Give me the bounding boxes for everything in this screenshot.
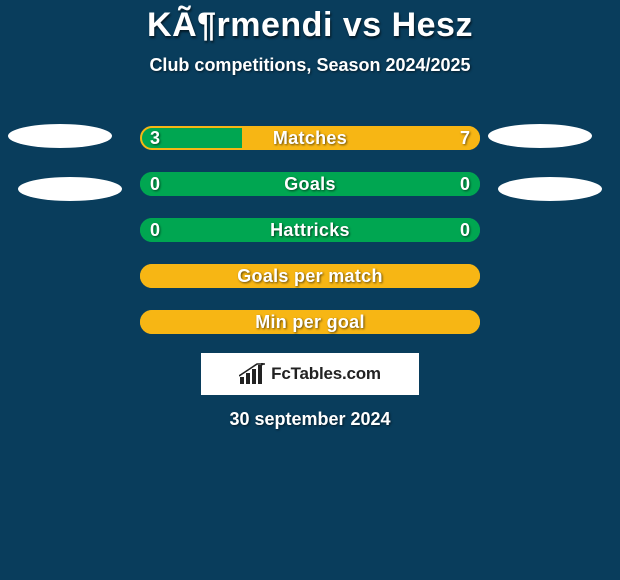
- stat-bar: [140, 126, 480, 150]
- fctables-logo: FcTables.com: [201, 353, 419, 395]
- stat-value-right: 0: [460, 172, 470, 196]
- stat-bar-left-fill: [140, 172, 480, 196]
- subtitle: Club competitions, Season 2024/2025: [0, 55, 620, 76]
- comparison-infographic: KÃ¶rmendi vs Hesz Club competitions, Sea…: [0, 0, 620, 580]
- logo-inner: FcTables.com: [239, 363, 381, 385]
- stat-bar-left-fill: [140, 218, 480, 242]
- stat-bar-right-fill: [140, 264, 480, 288]
- bar-chart-icon: [239, 363, 267, 385]
- stat-value-left: 0: [150, 218, 160, 242]
- left-team-marker: [18, 177, 122, 201]
- stat-bar: [140, 310, 480, 334]
- stat-row: Goals per match: [0, 264, 620, 288]
- date: 30 september 2024: [0, 409, 620, 430]
- stat-row: Min per goal: [0, 310, 620, 334]
- stat-bar: [140, 218, 480, 242]
- left-team-marker: [8, 124, 112, 148]
- stat-value-right: 7: [460, 126, 470, 150]
- right-team-marker: [498, 177, 602, 201]
- stat-bar: [140, 172, 480, 196]
- stat-value-left: 0: [150, 172, 160, 196]
- stat-value-right: 0: [460, 218, 470, 242]
- stat-row: Hattricks00: [0, 218, 620, 242]
- stat-value-left: 3: [150, 126, 160, 150]
- stat-bar: [140, 264, 480, 288]
- logo-text: FcTables.com: [271, 364, 381, 384]
- right-team-marker: [488, 124, 592, 148]
- page-title: KÃ¶rmendi vs Hesz: [0, 0, 620, 45]
- stat-bar-right-fill: [140, 310, 480, 334]
- stat-bar-right-fill: [242, 126, 480, 150]
